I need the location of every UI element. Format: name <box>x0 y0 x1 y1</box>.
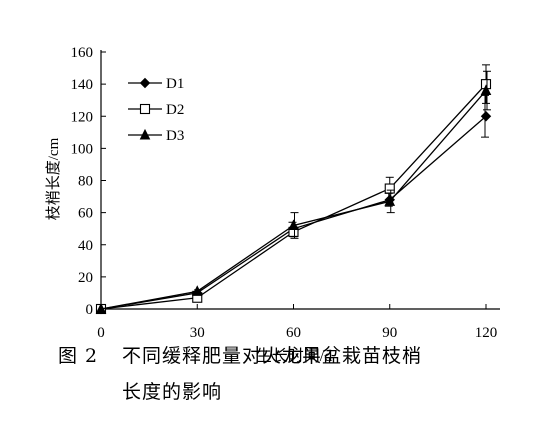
data-point-d3 <box>384 195 396 206</box>
legend-label-d1: D1 <box>166 76 184 92</box>
x-axis-label: 生长时间/d <box>256 347 332 365</box>
chart-series <box>95 64 492 315</box>
legend-label-d3: D3 <box>166 128 184 144</box>
y-tick-label: 0 <box>86 302 94 318</box>
x-tick-label: 90 <box>382 325 397 341</box>
series-d2 <box>95 64 492 315</box>
data-point-d2 <box>384 183 395 194</box>
caption-title-line-1: 不同缓释肥量对火龙果盆栽苗枝梢 <box>122 345 423 367</box>
legend-marker-d2 <box>139 103 151 115</box>
chart-ticks: 0 20 40 60 80 100 120 140 160 0 30 60 90 120 <box>71 45 498 341</box>
caption-number: 图 2 <box>58 345 99 367</box>
data-point-d1 <box>480 111 492 122</box>
legend-marker-d3 <box>139 128 151 140</box>
x-tick-label: 0 <box>97 325 105 341</box>
y-tick-label: 60 <box>78 206 93 222</box>
legend-marker-d1 <box>139 77 151 89</box>
y-tick-label: 120 <box>71 109 94 125</box>
data-point-d3 <box>191 285 203 296</box>
y-tick-label: 100 <box>71 141 94 157</box>
data-point-d3 <box>95 302 107 314</box>
series-d1 <box>95 94 492 315</box>
x-tick-label: 30 <box>190 325 205 341</box>
figure-caption: 图 2 不同缓释肥量对火龙果盆栽苗枝梢 长度的影响 <box>58 338 528 410</box>
series-line-d3 <box>100 90 487 310</box>
y-axis-label: 枝梢长度/cm <box>45 137 62 220</box>
y-tick-label: 160 <box>71 45 94 61</box>
y-tick-label: 140 <box>71 77 94 93</box>
x-tick-label: 120 <box>475 325 498 341</box>
data-point-d3 <box>288 219 299 230</box>
data-point-d3 <box>480 84 492 96</box>
caption-title-line-2: 长度的影响 <box>122 381 223 403</box>
series-line-d2 <box>100 83 487 310</box>
y-tick-label: 80 <box>78 174 93 190</box>
y-tick-label: 20 <box>78 270 93 286</box>
series-d3 <box>95 70 492 314</box>
chart-legend: D1 D2 D3 <box>128 76 184 144</box>
chart-axes <box>100 50 500 310</box>
legend-label-d2: D2 <box>166 102 184 118</box>
y-tick-label: 40 <box>78 238 93 254</box>
x-tick-label: 60 <box>286 325 301 341</box>
caption-line-1: 图 2 不同缓释肥量对火龙果盆栽苗枝梢 <box>58 338 528 374</box>
